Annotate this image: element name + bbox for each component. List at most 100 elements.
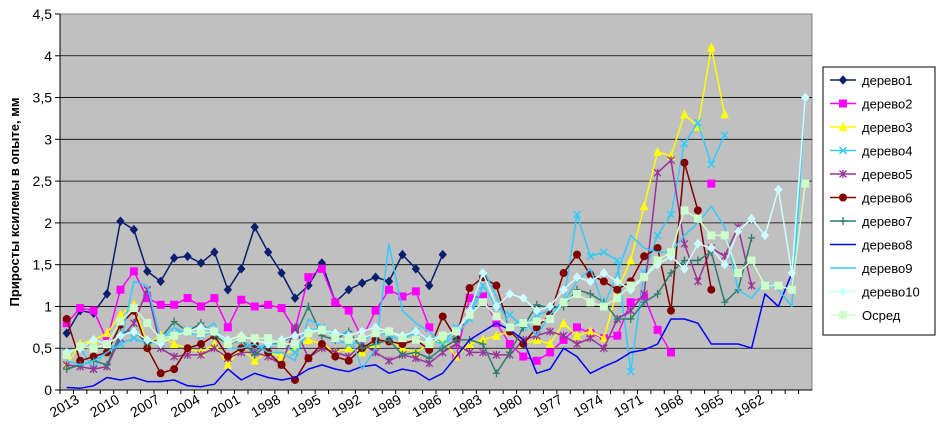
data-point xyxy=(640,289,649,298)
legend-swatch-marker xyxy=(838,121,848,131)
data-point xyxy=(519,293,528,303)
data-point xyxy=(626,298,635,307)
data-point xyxy=(693,214,702,223)
data-point xyxy=(344,306,353,315)
data-point xyxy=(62,350,71,359)
data-point xyxy=(210,344,219,353)
data-point xyxy=(197,350,205,359)
data-point xyxy=(667,348,675,357)
data-point xyxy=(210,294,219,303)
data-point xyxy=(733,226,743,237)
data-point xyxy=(344,284,353,295)
data-point xyxy=(720,131,729,140)
data-point xyxy=(613,314,621,323)
data-point xyxy=(532,305,541,316)
data-point xyxy=(693,277,702,286)
data-point xyxy=(116,285,125,294)
data-point xyxy=(599,277,608,286)
data-point xyxy=(626,281,635,290)
data-point xyxy=(492,312,501,321)
legend-entry: дерево6 xyxy=(830,191,913,206)
data-point xyxy=(250,334,259,343)
data-point xyxy=(76,304,85,313)
legend-swatch-marker xyxy=(839,99,847,108)
data-point xyxy=(411,264,421,274)
data-point xyxy=(304,273,313,282)
data-point xyxy=(371,272,380,282)
data-point xyxy=(559,269,568,278)
data-point xyxy=(680,239,689,248)
series-Осред xyxy=(62,179,810,359)
data-point xyxy=(210,247,219,257)
data-point xyxy=(801,179,810,188)
data-point xyxy=(599,302,608,311)
data-point xyxy=(197,302,205,311)
data-point xyxy=(613,285,622,294)
data-point xyxy=(573,250,581,259)
legend-entry: дерево9 xyxy=(830,261,913,276)
data-point xyxy=(492,369,500,378)
data-point xyxy=(116,317,125,326)
data-point xyxy=(599,268,609,278)
data-point xyxy=(559,284,568,295)
legend-label: дерево6 xyxy=(862,191,913,206)
data-point xyxy=(143,335,152,345)
data-point xyxy=(317,340,326,349)
legend-swatch-marker xyxy=(839,193,847,202)
data-point xyxy=(89,365,98,374)
data-point xyxy=(546,348,555,357)
data-point xyxy=(371,329,380,338)
data-point xyxy=(654,289,662,298)
legend: дерево1 дерево2 дерево3 дерево4 дерево5 дерев… xyxy=(822,66,936,336)
data-point xyxy=(640,252,649,261)
y-tick-label: 3,5 xyxy=(33,90,53,106)
data-point xyxy=(640,298,648,307)
data-point xyxy=(304,302,312,311)
data-point xyxy=(505,289,515,299)
data-point xyxy=(573,289,581,298)
data-point xyxy=(385,335,393,344)
data-point xyxy=(438,331,447,340)
data-point xyxy=(129,224,139,235)
legend-label: Осред xyxy=(862,308,901,323)
data-point xyxy=(196,258,206,268)
data-point xyxy=(237,264,246,274)
data-point xyxy=(626,306,635,315)
data-point xyxy=(721,298,729,307)
data-point xyxy=(76,342,85,351)
data-point xyxy=(358,334,367,343)
data-point xyxy=(304,329,313,338)
data-point xyxy=(680,139,689,148)
data-point xyxy=(478,268,488,278)
data-point xyxy=(613,331,622,340)
data-point xyxy=(385,327,393,336)
series-layer xyxy=(62,42,810,390)
data-point xyxy=(492,281,501,290)
data-point xyxy=(344,356,353,365)
data-point xyxy=(680,158,689,167)
legend-entry: дерево5 xyxy=(830,167,913,182)
data-point xyxy=(129,319,138,328)
data-point xyxy=(653,168,662,177)
data-point xyxy=(317,264,326,273)
data-point xyxy=(479,298,487,307)
data-point xyxy=(169,253,179,263)
data-point xyxy=(263,247,273,257)
legend-entry: дерево7 xyxy=(830,214,913,229)
series-дерево1 xyxy=(62,216,447,338)
data-point xyxy=(129,334,138,343)
data-point xyxy=(720,109,729,119)
y-tick-label: 2 xyxy=(44,215,52,231)
data-point xyxy=(707,243,716,253)
data-point xyxy=(223,352,232,361)
data-point xyxy=(291,340,299,349)
data-point xyxy=(156,334,165,343)
data-point xyxy=(572,272,582,282)
data-point xyxy=(546,327,555,336)
data-point xyxy=(667,306,675,315)
data-point xyxy=(438,312,447,321)
data-point xyxy=(573,323,581,332)
data-point xyxy=(801,92,810,103)
data-point xyxy=(344,343,353,353)
